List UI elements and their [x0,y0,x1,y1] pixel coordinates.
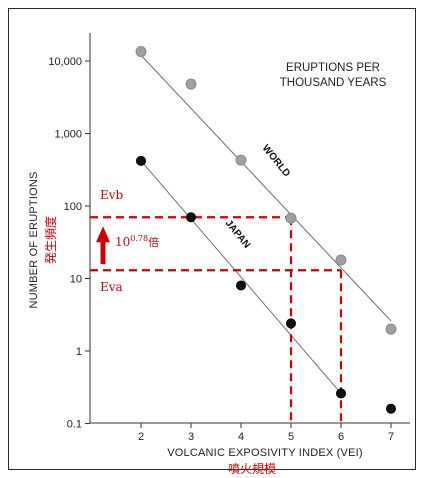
annotation-group [90,216,343,423]
fit-line-world [140,54,392,322]
point-japan-4 [336,388,346,399]
point-world-5 [385,323,397,335]
x-tick-label-4: 6 [338,431,344,443]
x-tick-label-3: 5 [288,431,294,443]
y-axis-title: NUMBER OF ERUPTIONS [28,171,40,308]
point-japan-5 [386,403,396,414]
fit-lines [140,54,392,394]
point-world-0 [135,46,147,58]
point-world-1 [185,78,197,90]
x-tick-label-2: 4 [238,431,244,443]
point-japan-2 [236,280,246,291]
x-tick-label-5: 7 [388,431,394,443]
ratio-label: 100.78倍 [115,234,159,249]
tick-group: 10,000 1,000 100 10 1 0.1 2 3 4 5 6 7 [48,56,394,443]
x-axis-title-jp: 噴火規模 [228,461,276,476]
y-tick-label-1: 1,000 [54,129,82,141]
x-tick-label-0: 2 [138,431,144,443]
x-tick-label-1: 3 [188,431,194,443]
point-world-4 [335,254,347,266]
point-japan-1 [186,212,196,223]
y-tick-label-0: 10,000 [48,56,82,68]
y-axis-title-jp: 発生頻度 [43,216,58,264]
x-axis-title: VOLCANIC EXPOSIVITY INDEX (VEI) [167,447,363,459]
chart-title-line-2: THOUSAND YEARS [280,77,387,89]
point-world-2 [235,154,247,166]
chart-title-line-1: ERUPTIONS PER [286,62,380,74]
point-world-3 [285,212,297,224]
point-japan-0 [136,155,146,166]
series-label-japan: JAPAN [223,218,252,251]
text-group: ERUPTIONS PER THOUSAND YEARS VOLCANIC EX… [28,62,387,476]
chart-frame [8,8,416,470]
ratio-exponent: 0.78 [130,234,148,243]
point-japan-3 [286,318,296,329]
ratio-arrow-head [96,226,110,243]
evb-label: Evb [100,188,124,202]
y-tick-label-5: 0.1 [67,419,82,431]
data-points [135,46,397,414]
y-tick-label-2: 100 [64,201,82,213]
y-tick-label-4: 1 [76,346,82,358]
eva-label: Eva [100,280,123,294]
ratio-base: 10 [115,235,130,249]
series-label-world: WORLD [260,143,292,179]
fit-line-japan [140,160,342,394]
ratio-arrow-shaft [100,241,106,265]
y-tick-label-3: 10 [70,274,82,286]
ratio-suffix: 倍 [148,235,159,249]
axes [89,33,410,424]
